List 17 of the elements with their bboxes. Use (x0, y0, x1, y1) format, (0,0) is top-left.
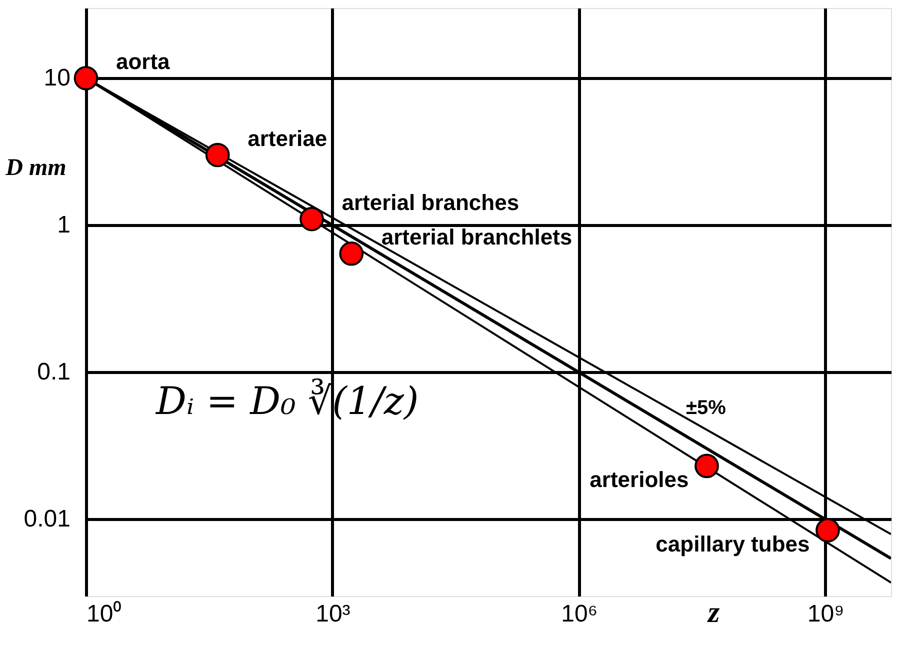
x-tick-label: 10³ (316, 600, 350, 628)
annotation: capillary tubes (656, 531, 810, 556)
y-tick-label: 0.1 (37, 358, 70, 386)
y-axis-title: D mm (4, 155, 66, 181)
y-tick-label: 1 (57, 212, 70, 239)
annotation: ±5% (686, 397, 726, 419)
x-tick-label: 10⁰ (86, 600, 122, 628)
annotation: arterioles (590, 466, 689, 492)
annotation: aorta (116, 49, 171, 74)
x-axis-title: z (707, 596, 720, 629)
y-tick-label: 10 (44, 64, 70, 92)
annotation: arterial branches (342, 190, 520, 216)
x-tick-label: 10⁶ (561, 600, 598, 628)
annotation: arterial branchlets (381, 224, 572, 250)
y-tick-label: 0.01 (24, 506, 70, 533)
x-tick-label: 10⁹ (807, 600, 844, 628)
annotation: arteriae (248, 126, 328, 151)
